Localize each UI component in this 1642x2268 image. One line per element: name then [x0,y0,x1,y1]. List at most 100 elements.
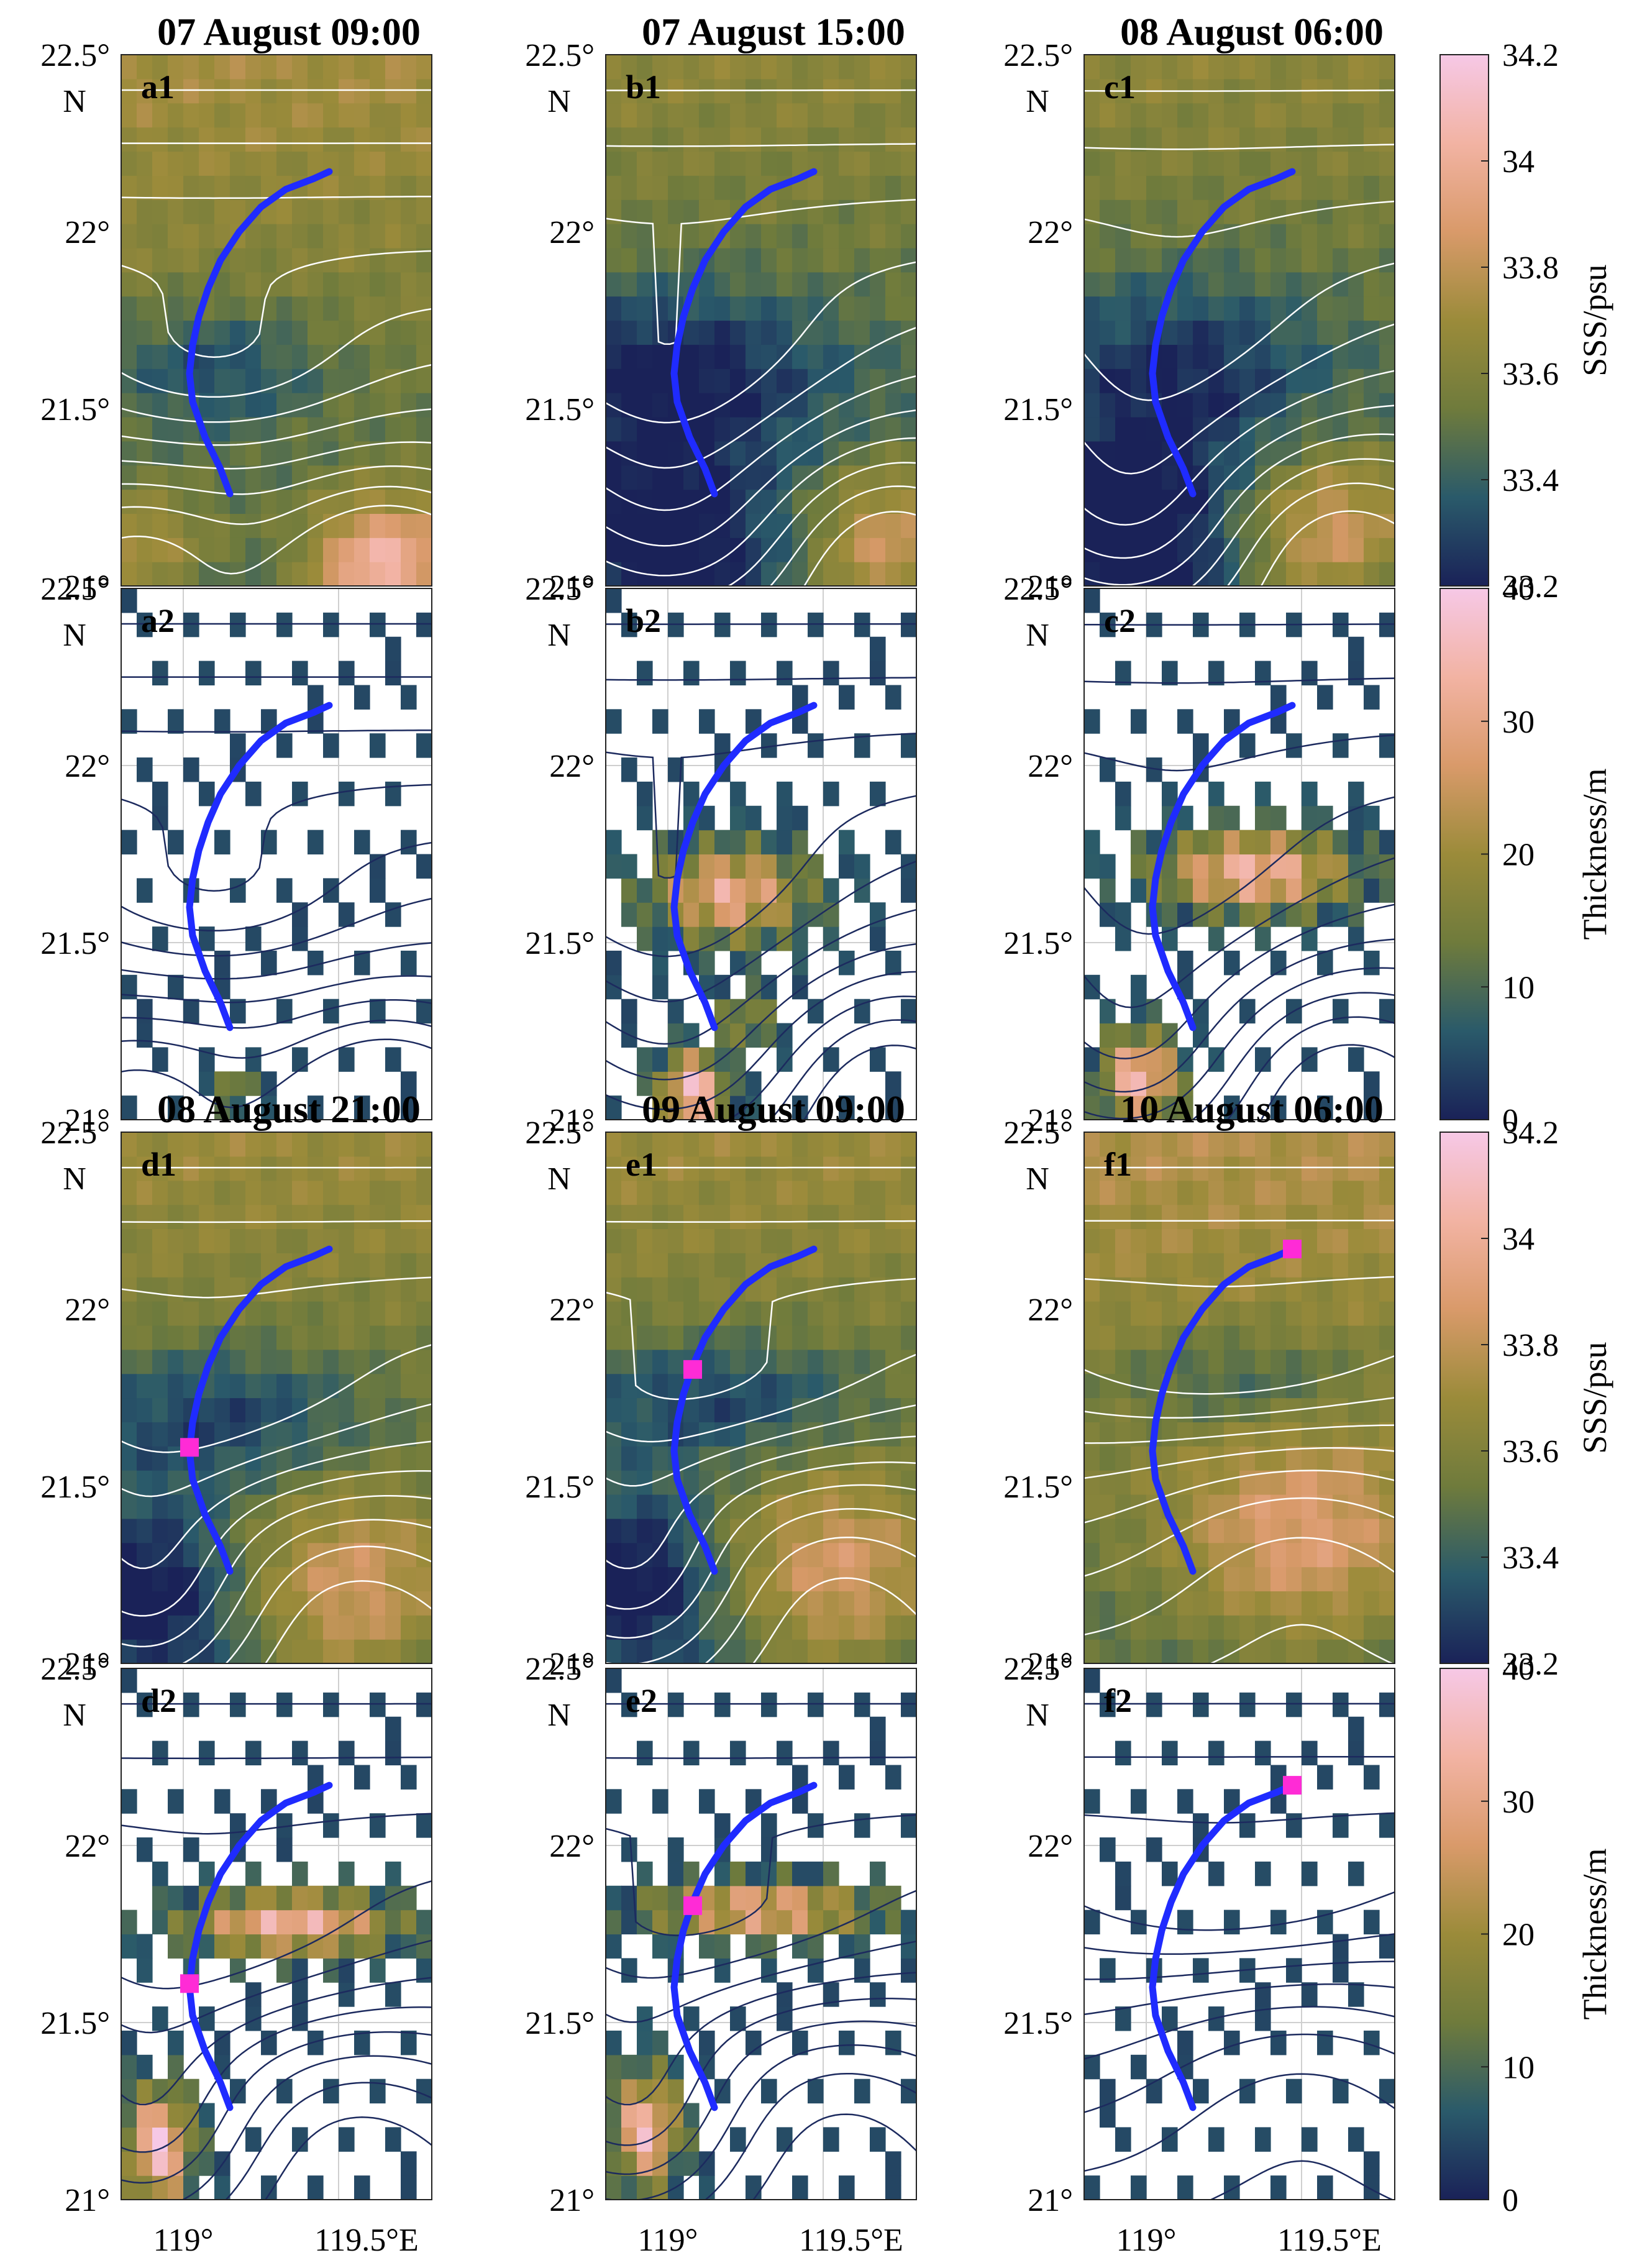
heatmap-cell [1224,1494,1240,1519]
heatmap-cell [1146,151,1162,176]
heatmap-cell [885,1204,901,1230]
heatmap-cell [245,465,262,490]
heatmap-cell [1333,1566,1349,1592]
heatmap-cell [323,1180,339,1205]
heatmap-cell [245,1253,262,1278]
heatmap-cell [401,1909,417,1935]
heatmap-cell [214,1591,230,1616]
heatmap-cell [1084,1542,1100,1568]
heatmap-cell [261,2175,277,2200]
heatmap-cell [1286,1204,1302,1230]
heatmap-cell [261,1325,277,1350]
heatmap-cell [637,781,653,807]
heatmap-cell [761,562,777,586]
heatmap-cell [746,127,762,152]
heatmap-cell [1333,1494,1349,1519]
heatmap-cell [1224,320,1240,345]
heatmap-cell [714,1615,731,1640]
heatmap-cell [606,1180,622,1205]
heatmap-cell [637,1228,653,1253]
heatmap-cell [354,562,370,586]
heatmap-cell [761,1397,777,1422]
heatmap-cell [621,1566,637,1592]
heatmap-cell [606,1518,622,1543]
heatmap-cell [839,103,855,128]
heatmap-cell [606,974,622,1000]
heatmap-cell [183,151,199,176]
heatmap-cell [152,1542,168,1568]
heatmap-cell [401,1071,417,1096]
heatmap-cell [1208,344,1225,369]
heatmap-cell [1131,175,1147,200]
y-unit-label: N [63,618,86,653]
heatmap-cell [230,1518,246,1543]
heatmap-cell [839,393,855,418]
heatmap-cell [1379,562,1395,586]
heatmap-cell [1208,1301,1225,1326]
heatmap-cell [1379,1591,1395,1616]
heatmap-cell [183,127,199,152]
contour-line [121,1344,432,1453]
heatmap-cell [792,1156,808,1181]
heatmap-cell [1270,344,1287,369]
heatmap-cell [214,1204,230,1230]
heatmap-cell [823,1180,839,1205]
heatmap-cell [1177,1204,1193,1230]
heatmap-cell [354,1180,370,1205]
heatmap-cell [323,1885,339,1911]
position-marker [683,1360,702,1379]
heatmap-cell [276,320,293,345]
heatmap-cell [792,1325,808,1350]
heatmap-cell [621,1422,637,1447]
heatmap-cell [621,537,637,562]
heatmap-cell [792,1349,808,1374]
contour-line [704,2072,916,2200]
heatmap-cell [401,513,417,538]
y-tick-label: 22.5° [525,572,595,607]
colorbar-tick-label: 33.6 [1502,1434,1559,1470]
heatmap-cell [870,127,886,152]
y-unit-label: N [1026,618,1049,653]
heatmap-cell [1348,1228,1364,1253]
heatmap-cell [308,247,324,273]
heatmap-cell [1255,1639,1271,1663]
heatmap-cell [1379,830,1395,855]
heatmap-cell [823,1277,839,1302]
heatmap-cell [339,1934,355,1959]
heatmap-cell [1364,1228,1380,1253]
heatmap-cell [1286,1180,1302,1205]
heatmap-cell [1317,1639,1333,1663]
heatmap-cell [839,1180,855,1205]
heatmap-cell [1286,55,1302,80]
heatmap-cell [730,1095,746,1120]
heatmap-cell [137,1591,153,1616]
heatmap-cell [385,1591,401,1616]
heatmap-cell [1348,1277,1364,1302]
heatmap-cell [168,830,184,855]
heatmap-cell [1239,1813,1256,1838]
heatmap-cell [652,1095,668,1120]
heatmap-cell [761,1885,777,1911]
heatmap-cell [121,1668,137,1693]
heatmap-cell [1348,1982,1364,2007]
heatmap-cell [214,296,230,321]
heatmap-cell [637,1301,653,1326]
heatmap-cell [1115,1095,1131,1120]
heatmap-cell [621,465,637,490]
heatmap-cell [308,199,324,224]
heatmap-cell [652,1071,668,1096]
heatmap-cell [1224,416,1240,442]
heatmap-cell [885,2175,901,2200]
heatmap-cell [214,1373,230,1399]
heatmap-cell [168,1095,184,1120]
heatmap-cell [885,950,901,976]
heatmap-cell [168,1228,184,1253]
heatmap-cell [1302,55,1318,80]
heatmap-cell [1177,1253,1193,1278]
heatmap-cell [323,1132,339,1157]
heatmap-cell [870,296,886,321]
heatmap-cell [183,272,199,297]
heatmap-cell [261,1885,277,1911]
heatmap-cell [121,1518,137,1543]
heatmap-cell [385,247,401,273]
